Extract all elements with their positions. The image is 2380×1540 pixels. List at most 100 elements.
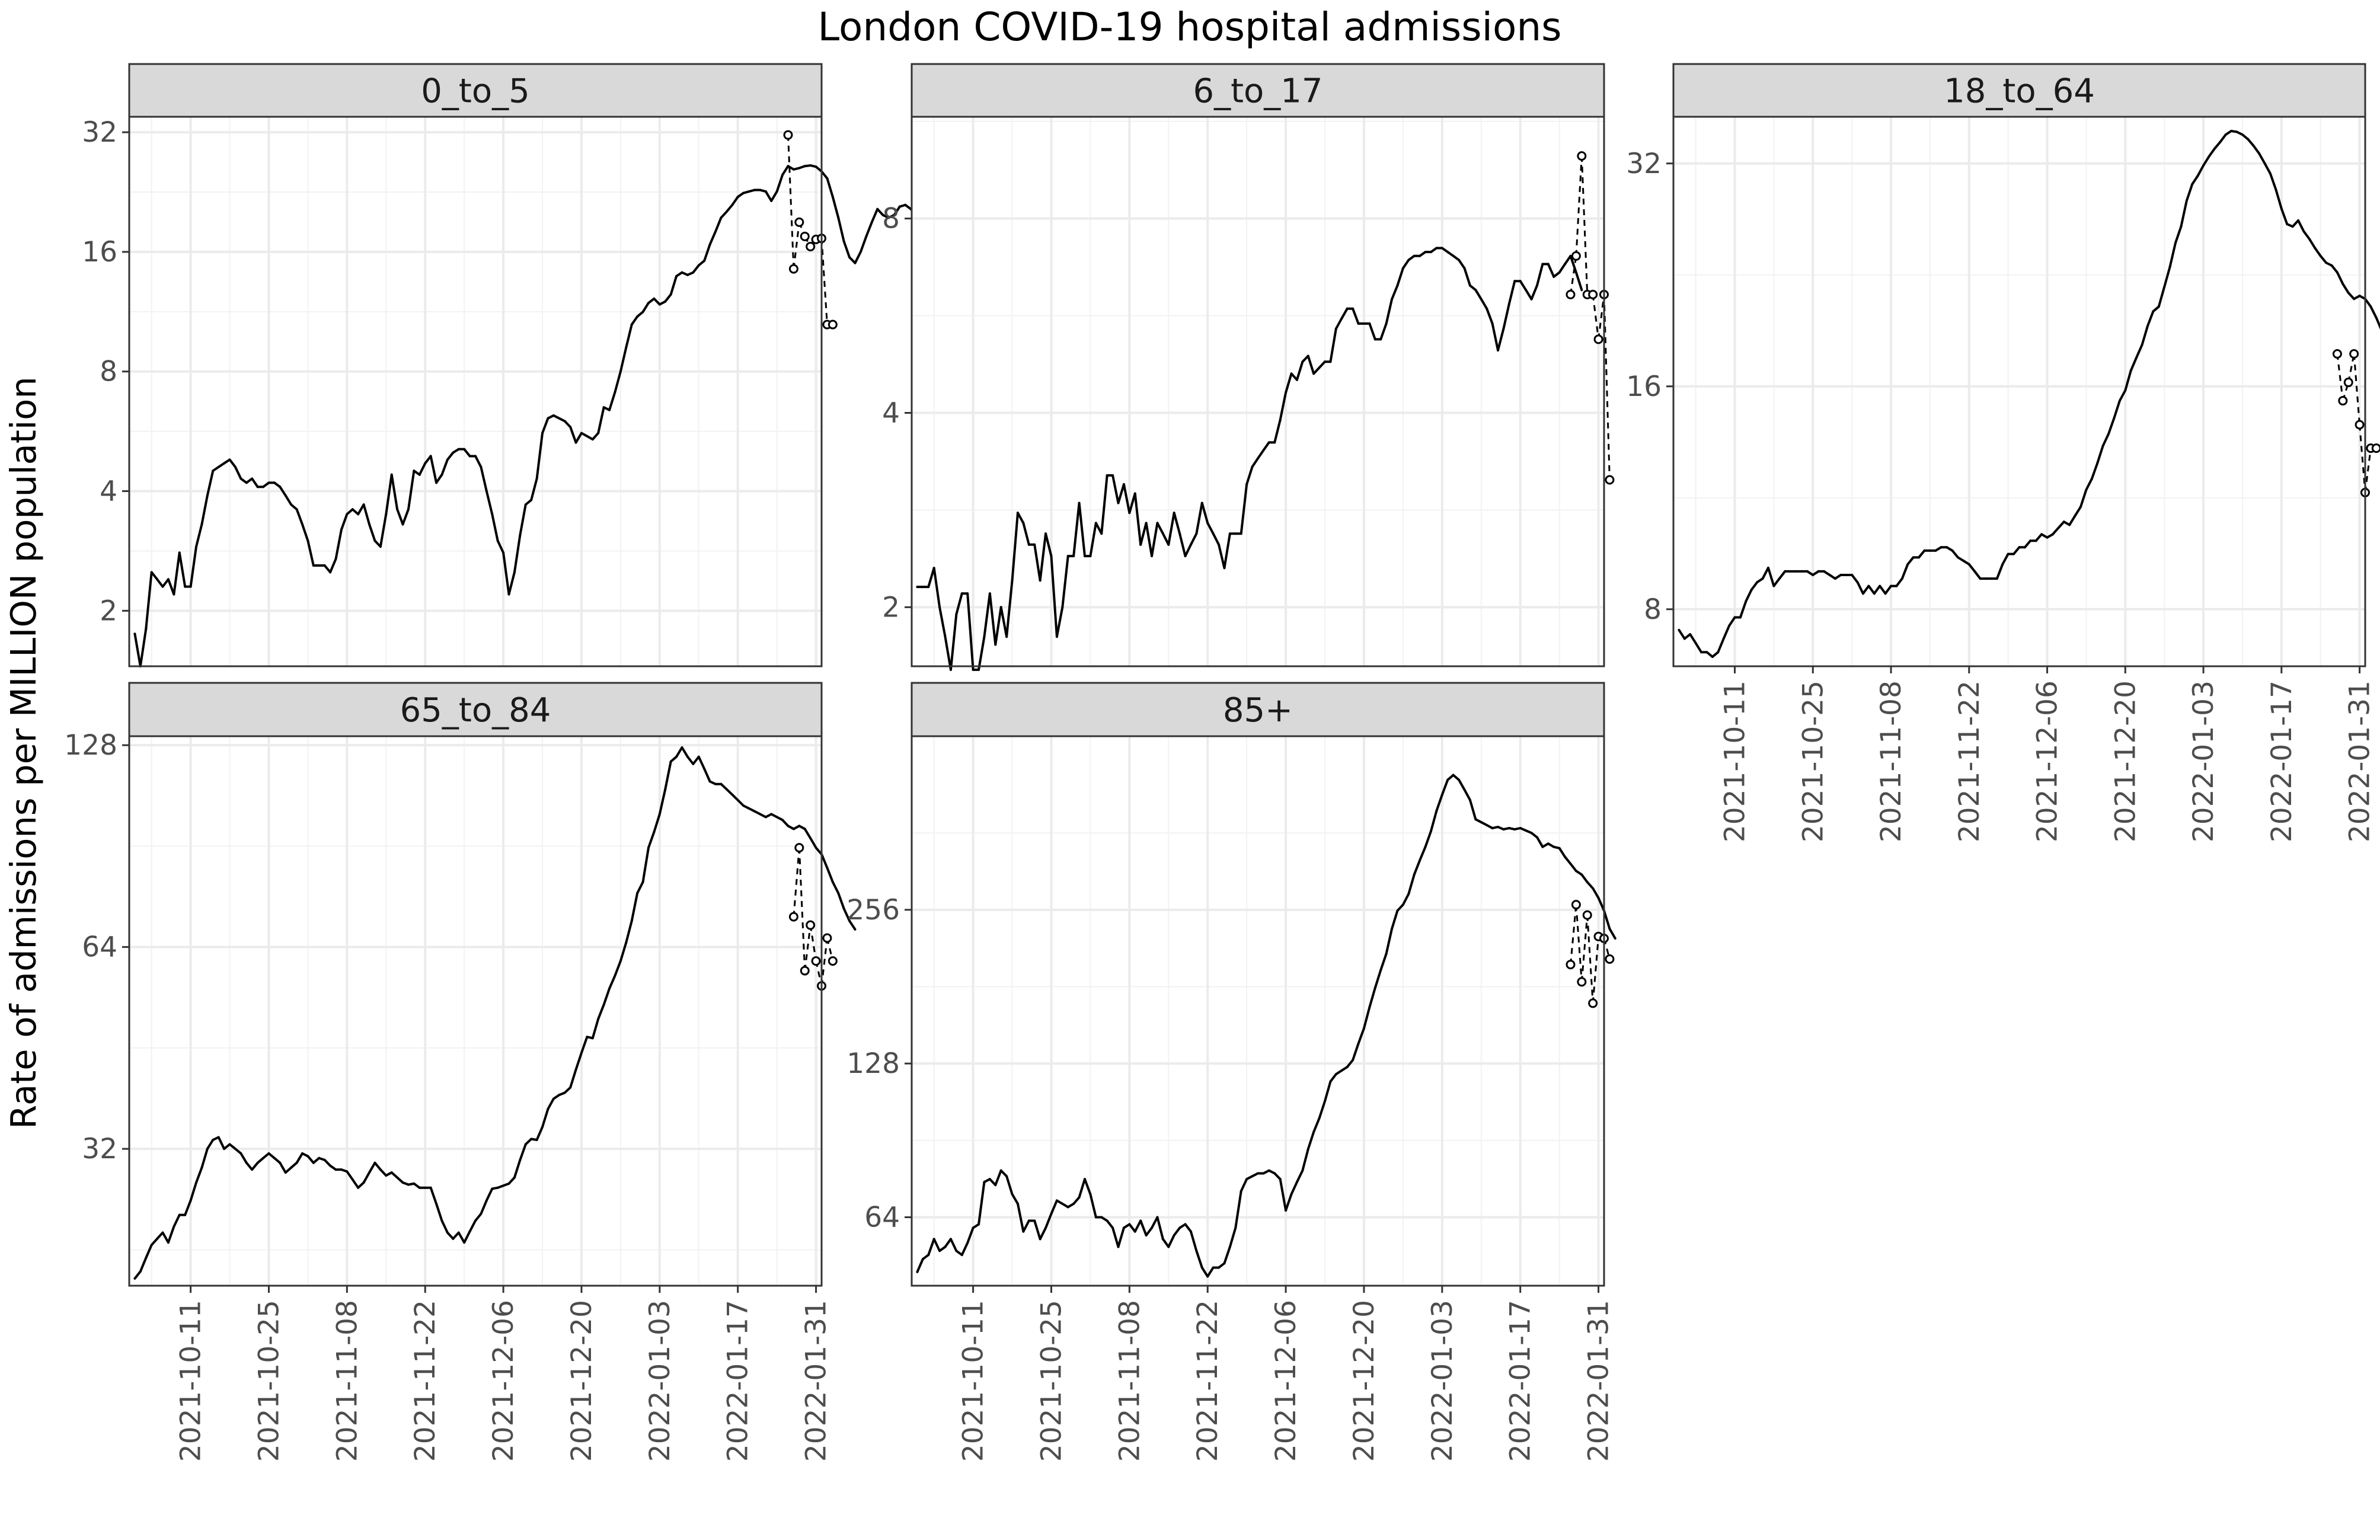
dashed-segment: [1580, 156, 1589, 295]
line-segment: [725, 203, 734, 213]
y-tick-label: 256: [846, 894, 900, 926]
line-segment: [1285, 1193, 1293, 1212]
facet-strip: [128, 63, 823, 118]
line-segment: [1592, 887, 1600, 899]
line-segment: [1906, 556, 1915, 565]
line-segment: [1586, 881, 1595, 890]
data-point: [1577, 151, 1587, 161]
line-segment: [323, 1158, 332, 1167]
line-segment: [351, 508, 360, 516]
line-segment: [1044, 1212, 1053, 1229]
data-point: [2371, 443, 2380, 453]
line-segment: [1011, 512, 1019, 582]
facet-panels: 2 4 8 16 32 0_to_5 2 4 8 6_to_17 8 16 32 18_to_64 2021…: [64, 63, 2380, 1462]
x-tick-label: 2021-11-22: [1191, 1300, 1224, 1462]
line-segment: [731, 793, 739, 801]
x-tick-label: 2021-11-08: [331, 1300, 363, 1462]
line-segment: [927, 1238, 935, 1257]
line-segment: [1340, 307, 1349, 320]
line-segment: [994, 606, 1002, 646]
line-segment: [2375, 317, 2380, 330]
line-segment: [1851, 573, 1859, 584]
line-segment: [826, 867, 834, 883]
line-segment: [513, 533, 522, 574]
line-segment: [1468, 798, 1477, 821]
line-segment: [764, 190, 773, 202]
line-segment: [1111, 1226, 1120, 1248]
line-segment: [457, 1231, 466, 1244]
line-segment: [1352, 1042, 1360, 1062]
dashed-segment: [1603, 294, 1611, 480]
line-segment: [1005, 579, 1014, 638]
line-segment: [1206, 1266, 1215, 1278]
x-tick-label: 2021-10-25: [1035, 1300, 1068, 1462]
dashed-segment: [1592, 936, 1600, 1004]
line-segment: [172, 1213, 181, 1228]
line-segment: [323, 564, 332, 574]
line-segment: [167, 1225, 175, 1244]
line-segment: [658, 788, 667, 816]
line-segment: [1022, 522, 1030, 546]
data-point: [1593, 334, 1603, 344]
dashed-segment: [820, 238, 828, 325]
line-segment: [848, 919, 857, 931]
line-segment: [1312, 366, 1321, 375]
line-segment: [1273, 1172, 1282, 1181]
y-tick-label: 4: [882, 397, 900, 429]
line-segment: [1005, 1175, 1014, 1196]
line-segment: [775, 173, 784, 193]
line-segment: [669, 755, 678, 763]
x-tick-label: 2022-01-03: [1426, 1300, 1459, 1462]
line-segment: [1379, 952, 1388, 972]
data-point: [2343, 378, 2353, 388]
line-segment: [1257, 449, 1265, 460]
x-tick-label: 2022-01-17: [2266, 680, 2298, 842]
line-segment: [865, 221, 873, 238]
line-segment: [1033, 1219, 1042, 1241]
line-segment: [133, 1270, 142, 1280]
line-segment: [189, 545, 198, 588]
line-segment: [1055, 606, 1064, 638]
line-segment: [1772, 577, 1781, 587]
line-segment: [641, 846, 650, 883]
line-segment: [368, 1161, 376, 1174]
line-segment: [1463, 788, 1471, 801]
line-segment: [994, 1169, 1002, 1187]
data-point: [1605, 475, 1615, 485]
line-segment: [2157, 285, 2166, 308]
line-segment: [1329, 1073, 1337, 1083]
line-segment: [697, 259, 706, 267]
line-segment: [1750, 581, 1759, 591]
line-segment: [1189, 532, 1198, 546]
line-segment: [664, 760, 672, 791]
line-segment: [636, 311, 644, 318]
line-segment: [960, 1241, 969, 1257]
line-segment: [507, 1176, 516, 1185]
panel-background: [912, 736, 1604, 1286]
line-segment: [664, 293, 672, 303]
facet-strip: [911, 63, 1605, 118]
line-segment: [653, 297, 661, 306]
line-segment: [502, 551, 510, 596]
facet-panel-65_to_84: 32 64 128 65_to_84 2021-10-11 2021-10-25 2021-…: [64, 682, 857, 1462]
line-segment: [1357, 1027, 1365, 1045]
data-point: [1566, 960, 1576, 970]
line-segment: [736, 798, 745, 807]
line-segment: [1318, 1100, 1327, 1120]
panel-background: [129, 736, 822, 1286]
line-segment: [854, 250, 862, 264]
x-tick-label: 2021-11-08: [1113, 1300, 1146, 1462]
line-segment: [150, 1237, 159, 1247]
line-segment: [647, 830, 656, 849]
line-segment: [178, 551, 187, 588]
line-segment: [1324, 1080, 1332, 1103]
line-segment: [156, 1231, 164, 1240]
line-segment: [306, 539, 315, 567]
x-tick-label: 2021-10-11: [175, 1300, 207, 1462]
line-segment: [446, 451, 455, 461]
line-segment: [1011, 1193, 1019, 1205]
y-tick-label: 2: [882, 591, 900, 624]
line-segment: [1279, 1178, 1288, 1212]
line-segment: [1200, 501, 1209, 525]
line-segment: [418, 462, 427, 476]
